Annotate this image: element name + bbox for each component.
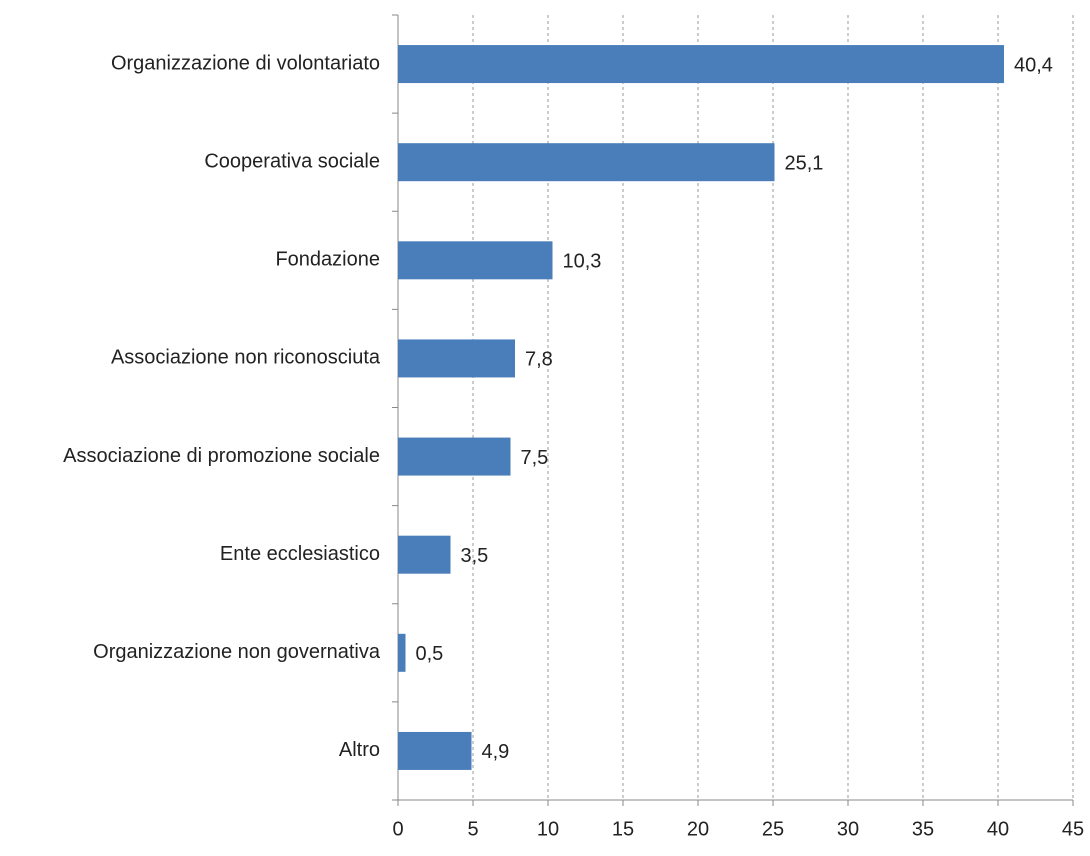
y-tick-label: Cooperativa sociale [204, 150, 380, 172]
value-label: 3,5 [461, 545, 489, 567]
x-tick-label: 35 [912, 818, 934, 840]
y-tick-label: Organizzazione di volontariato [111, 52, 380, 74]
bar [398, 241, 553, 280]
x-tick-label: 30 [837, 818, 859, 840]
bar [398, 339, 515, 378]
value-label: 4,9 [482, 741, 510, 763]
bar [398, 143, 775, 182]
bar [398, 633, 406, 672]
bar [398, 45, 1004, 84]
x-tick-label: 20 [687, 818, 709, 840]
x-tick-label: 5 [467, 818, 478, 840]
bar [398, 535, 451, 574]
y-tick-label: Ente ecclesiastico [220, 543, 380, 565]
value-label: 25,1 [785, 152, 824, 174]
bar [398, 437, 511, 476]
value-label: 0,5 [416, 643, 444, 665]
x-tick-label: 25 [762, 818, 784, 840]
bar [398, 731, 472, 770]
x-tick-label: 10 [537, 818, 559, 840]
x-tick-label: 0 [392, 818, 403, 840]
x-tick-label: 40 [987, 818, 1009, 840]
value-label: 40,4 [1014, 54, 1053, 76]
x-tick-label: 45 [1062, 818, 1084, 840]
y-tick-label: Organizzazione non governativa [93, 641, 381, 663]
y-tick-label: Altro [339, 739, 380, 761]
x-tick-label: 15 [612, 818, 634, 840]
value-label: 7,5 [521, 447, 549, 469]
value-label: 7,8 [525, 349, 553, 371]
y-tick-label: Associazione non riconosciuta [111, 347, 381, 369]
value-label: 10,3 [563, 251, 602, 273]
y-tick-label: Fondazione [275, 249, 380, 271]
y-tick-label: Associazione di promozione sociale [63, 445, 380, 467]
